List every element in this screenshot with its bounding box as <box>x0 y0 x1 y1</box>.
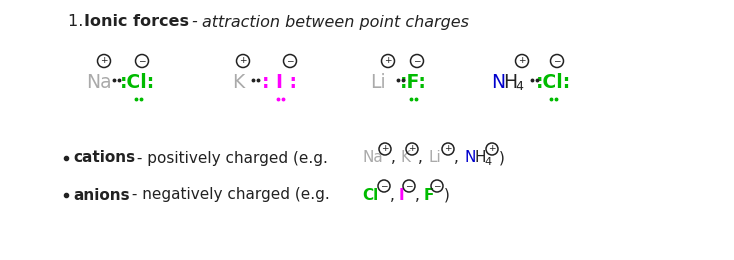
Text: 1.: 1. <box>68 15 89 29</box>
Text: +: + <box>518 56 526 65</box>
Text: :Cl:: :Cl: <box>120 73 156 92</box>
Text: :Cl:: :Cl: <box>535 73 570 92</box>
Text: ,: , <box>390 187 395 203</box>
Text: - negatively charged (e.g.: - negatively charged (e.g. <box>127 187 335 203</box>
Text: attraction between point charges: attraction between point charges <box>202 15 469 29</box>
Text: −: − <box>380 181 388 190</box>
Text: I: I <box>399 187 404 203</box>
Text: −: − <box>553 56 561 65</box>
Text: −: − <box>138 56 146 65</box>
Text: +: + <box>239 56 247 65</box>
Text: −: − <box>413 56 421 65</box>
Text: H: H <box>474 151 485 166</box>
Text: +: + <box>385 56 392 65</box>
Text: N: N <box>464 151 476 166</box>
Text: K: K <box>232 73 244 92</box>
Text: Li: Li <box>428 151 440 166</box>
Text: -: - <box>192 15 203 29</box>
Text: F: F <box>424 187 435 203</box>
Text: +: + <box>381 144 389 153</box>
Text: −: − <box>405 181 413 190</box>
Text: 4: 4 <box>484 157 491 167</box>
Text: +: + <box>444 144 451 153</box>
Text: ,: , <box>415 187 420 203</box>
Text: +: + <box>488 144 495 153</box>
Text: K: K <box>400 151 410 166</box>
Text: Na: Na <box>86 73 112 92</box>
Text: −: − <box>286 56 294 65</box>
Text: ): ) <box>499 151 505 166</box>
Text: +: + <box>408 144 415 153</box>
Text: −: − <box>433 181 440 190</box>
Text: cations: cations <box>73 151 135 166</box>
Text: ,: , <box>418 151 423 166</box>
Text: 4: 4 <box>515 81 523 94</box>
Text: Cl: Cl <box>362 187 378 203</box>
Text: +: + <box>101 56 108 65</box>
Text: - positively charged (e.g.: - positively charged (e.g. <box>132 151 333 166</box>
Text: :F:: :F: <box>399 73 426 92</box>
Text: ,: , <box>454 151 459 166</box>
Text: N: N <box>491 73 505 92</box>
Text: Na: Na <box>363 151 384 166</box>
Text: Ionic forces: Ionic forces <box>84 15 189 29</box>
Text: ): ) <box>444 187 450 203</box>
Text: : I :: : I : <box>263 73 297 92</box>
Text: H: H <box>503 73 517 92</box>
Text: ,: , <box>391 151 396 166</box>
Text: Li: Li <box>370 73 385 92</box>
Text: anions: anions <box>73 187 130 203</box>
